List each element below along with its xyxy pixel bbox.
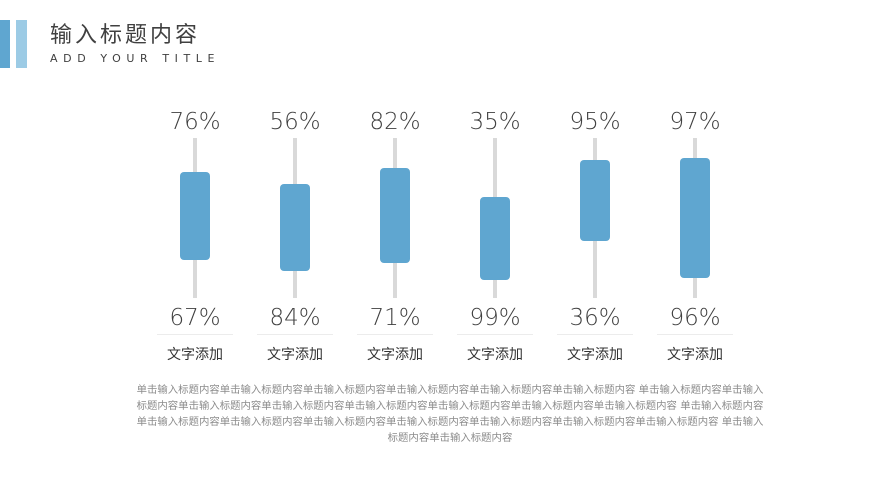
bottom-value-label: 67% — [169, 305, 221, 331]
candle-box — [180, 172, 210, 260]
candle-box — [580, 160, 610, 241]
page-title: 输入标题内容 — [50, 23, 201, 48]
paragraph-line: 标题内容单击输入标题内容单击输入标题内容单击输入标题内容单击输入标题内容单击输入… — [136, 400, 764, 412]
chart-column: 95% 36% 文字添加 — [545, 0, 645, 500]
paragraph-line: 单击输入标题内容单击输入标题内容单击输入标题内容单击输入标题内容单击输入标题内容… — [136, 384, 764, 396]
candle-box — [480, 197, 510, 280]
chart-column: 97% 96% 文字添加 — [645, 0, 745, 500]
paragraph-line: 单击输入标题内容单击输入标题内容单击输入标题内容单击输入标题内容单击输入标题内容… — [136, 416, 764, 428]
category-label: 文字添加 — [367, 347, 423, 363]
bottom-value-label: 36% — [569, 305, 621, 331]
top-value-label: 97% — [669, 109, 721, 135]
chart-column: 56% 84% 文字添加 — [245, 0, 345, 500]
top-value-label: 95% — [569, 109, 621, 135]
candle-box — [680, 158, 710, 278]
divider-line — [457, 334, 533, 335]
category-label: 文字添加 — [467, 347, 523, 363]
chart-column: 82% 71% 文字添加 — [345, 0, 445, 500]
top-value-label: 76% — [169, 109, 221, 135]
bottom-value-label: 84% — [269, 305, 321, 331]
chart-column: 76% 67% 文字添加 — [145, 0, 245, 500]
divider-line — [357, 334, 433, 335]
accent-bar-dark — [0, 20, 10, 68]
category-label: 文字添加 — [267, 347, 323, 363]
accent-bar-light — [16, 20, 27, 68]
divider-line — [257, 334, 333, 335]
bottom-value-label: 96% — [669, 305, 721, 331]
divider-line — [657, 334, 733, 335]
top-value-label: 82% — [369, 109, 421, 135]
candle-box — [380, 168, 410, 263]
category-label: 文字添加 — [667, 347, 723, 363]
divider-line — [157, 334, 233, 335]
top-value-label: 35% — [469, 109, 521, 135]
bottom-value-label: 71% — [369, 305, 421, 331]
description-paragraph: 单击输入标题内容单击输入标题内容单击输入标题内容单击输入标题内容单击输入标题内容… — [112, 382, 788, 446]
category-label: 文字添加 — [567, 347, 623, 363]
divider-line — [557, 334, 633, 335]
top-value-label: 56% — [269, 109, 321, 135]
page-subtitle: ADD YOUR TITLE — [50, 52, 221, 65]
bottom-value-label: 99% — [469, 305, 521, 331]
chart-column: 35% 99% 文字添加 — [445, 0, 545, 500]
candle-box — [280, 184, 310, 271]
paragraph-line: 标题内容单击输入标题内容 — [387, 432, 513, 444]
category-label: 文字添加 — [167, 347, 223, 363]
